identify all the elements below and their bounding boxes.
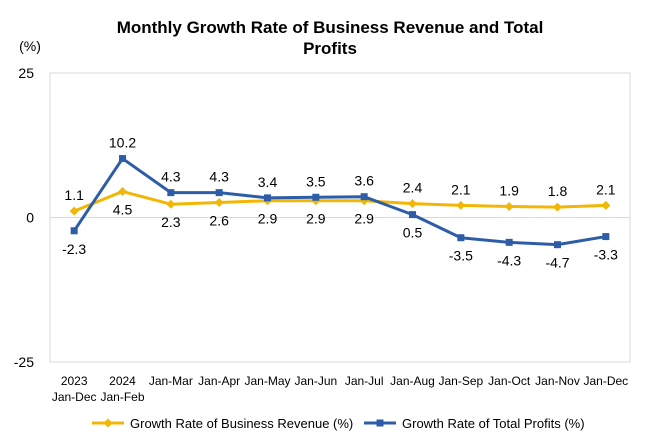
series-layer: 1.14.52.3 2.6 2.9 2.9 2.92.4 2.1 1.9 1.8 2.1-2.3… <box>62 135 618 271</box>
data-label: -2.3 <box>62 241 86 257</box>
y-tick-label: -25 <box>14 354 34 370</box>
data-point <box>70 227 78 235</box>
data-label: 2.9 <box>258 211 278 227</box>
data-label: 2.1 <box>596 181 616 197</box>
y-tick-label: 0 <box>26 210 34 226</box>
data-label: 2.3 <box>161 214 181 230</box>
x-axis-labels: 2023 Jan-Dec 2024 Jan-Feb Jan-Mar Jan-Apr Jan-… <box>52 374 628 404</box>
chart-title-line-2: Profits <box>303 39 357 58</box>
series-line <box>72 157 607 247</box>
legend-swatch-marker <box>103 418 113 428</box>
data-point <box>167 189 175 197</box>
data-label: 2.9 <box>306 211 326 227</box>
series-line <box>73 189 606 213</box>
x-tick-label: Jan-Feb <box>100 390 144 404</box>
x-tick-label: Jan-May <box>244 374 290 388</box>
data-point <box>69 206 79 216</box>
x-tick-label: Jan-Nov <box>535 374 580 388</box>
data-label: -4.3 <box>497 252 521 268</box>
data-label: 1.8 <box>548 183 568 199</box>
data-label: -3.3 <box>594 247 618 263</box>
legend-item-2: Growth Rate of Total Profits (%) <box>364 416 585 431</box>
x-tick-label: Jan-Jun <box>294 374 337 388</box>
y-tick-label: 25 <box>18 65 34 81</box>
legend-swatch-marker <box>376 419 384 427</box>
data-point <box>408 199 417 209</box>
data-point <box>264 194 271 202</box>
x-tick-label: Jan-Aug <box>390 374 435 388</box>
data-label: 4.3 <box>209 169 229 185</box>
legend-item-1: Growth Rate of Business Revenue (%) <box>92 416 353 431</box>
series-2: -2.3 10.2 4.3 4.3 3.4 3.5 3.6 0.5 -3.5 -4.3 -4.7 -3… <box>62 135 618 271</box>
legend-label: Growth Rate of Total Profits (%) <box>402 416 585 431</box>
data-label: 10.2 <box>109 135 136 151</box>
x-tick-label: Jan-Dec <box>583 374 628 388</box>
data-point <box>214 197 224 207</box>
data-point <box>554 241 561 249</box>
data-point <box>457 234 465 242</box>
y-axis-ticks: 25 0 -25 <box>14 65 34 370</box>
data-label: 3.6 <box>354 173 374 189</box>
data-point <box>504 202 514 212</box>
data-point <box>409 211 416 219</box>
data-point <box>553 202 562 212</box>
data-label: 2.6 <box>209 212 229 228</box>
x-tick-label: Jan-Oct <box>488 374 531 388</box>
data-point <box>602 233 610 241</box>
x-tick-label: Jan-Jul <box>345 374 384 388</box>
data-label: 2.9 <box>354 211 374 227</box>
series-1: 1.1 4.5 2.3 2.6 2.9 2.9 2.9 2.4 2.1 1.9 1.8 2.1 <box>64 180 615 231</box>
x-tick-label: 2023 <box>61 374 88 388</box>
data-label: 3.4 <box>258 174 278 190</box>
data-point <box>312 193 320 201</box>
data-label: 1.9 <box>499 183 519 199</box>
data-point <box>119 155 126 163</box>
data-label: -3.5 <box>449 248 473 264</box>
data-point <box>601 200 611 210</box>
x-tick-label: Jan-Apr <box>198 374 240 388</box>
data-label: 0.5 <box>403 225 423 241</box>
x-tick-label: Jan-Dec <box>52 390 97 404</box>
x-tick-label: Jan-Sep <box>438 374 483 388</box>
legend: Growth Rate of Business Revenue (%) Growt… <box>92 416 585 431</box>
legend-label: Growth Rate of Business Revenue (%) <box>130 416 353 431</box>
data-point <box>215 189 223 197</box>
x-tick-label: Jan-Mar <box>149 374 193 388</box>
x-tick-label: 2024 <box>109 374 136 388</box>
y-unit-label: (%) <box>19 38 41 54</box>
data-point <box>505 238 513 246</box>
data-label: 2.4 <box>403 180 423 196</box>
data-point <box>456 200 466 210</box>
data-label: 4.5 <box>113 201 133 217</box>
data-label: 1.1 <box>64 187 84 203</box>
data-label: 4.3 <box>161 169 181 185</box>
data-label: -4.7 <box>545 255 569 271</box>
data-point <box>118 186 127 196</box>
data-point <box>166 199 176 209</box>
data-point <box>360 193 368 201</box>
chart-title-line-1: Monthly Growth Rate of Business Revenue … <box>117 18 544 37</box>
data-label: 3.5 <box>306 173 326 189</box>
data-label: 2.1 <box>451 181 471 197</box>
